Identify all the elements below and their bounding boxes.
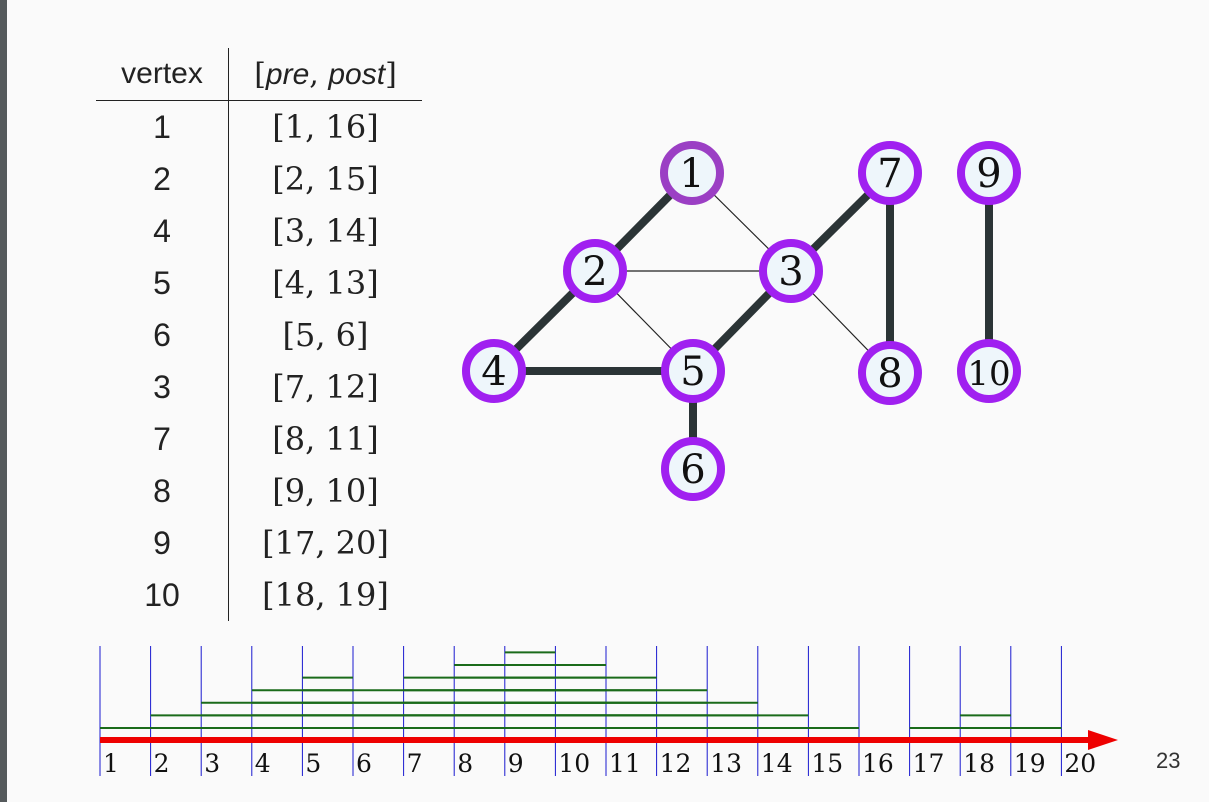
node-circle [462, 339, 526, 403]
node-3: 3 [759, 239, 823, 303]
node-circle [661, 339, 725, 403]
node-circle [660, 141, 724, 205]
interval-column-header: [pre, post] [254, 56, 397, 92]
arrow-head-icon [1088, 730, 1118, 750]
table-row: 9 [17, 20] [96, 517, 422, 569]
interval-cell: [17, 20] [262, 524, 389, 562]
vertex-cell: 5 [96, 257, 229, 309]
interval-cell: [7, 12] [272, 368, 379, 406]
node-1: 1 [660, 141, 724, 205]
tick-label: 5 [305, 749, 321, 778]
table-row: 5 [4, 13] [96, 257, 422, 309]
table-row: 3 [7, 12] [96, 361, 422, 413]
pre-post-table: vertex [pre, post] 1 [1, 16] 2 [2, 15] 4 [3, … [96, 48, 422, 621]
table-row: 1 [1, 16] [96, 100, 422, 153]
tick-label: 11 [609, 749, 641, 778]
tick-label: 12 [660, 749, 692, 778]
node-label: 6 [680, 447, 705, 493]
interval-cell: [4, 13] [272, 264, 379, 302]
table-header-row: vertex [pre, post] [96, 48, 422, 101]
interval-cell: [18, 19] [262, 576, 389, 614]
vertex-cell: 7 [96, 413, 229, 465]
tick-label: 9 [508, 749, 524, 778]
vertex-cell: 3 [96, 361, 229, 413]
node-circle [957, 339, 1021, 403]
vertex-cell: 8 [96, 465, 229, 517]
vertex-cell: 10 [96, 569, 229, 621]
interval-cell: [2, 15] [272, 160, 379, 198]
node-label: 8 [877, 351, 902, 397]
node-circle [858, 141, 922, 205]
table-row: 10 [18, 19] [96, 569, 422, 621]
node-5: 5 [661, 339, 725, 403]
page-number: 23 [1156, 748, 1181, 773]
node-circle [563, 239, 627, 303]
node-label: 3 [778, 249, 803, 295]
vertex-cell: 6 [96, 309, 229, 361]
vertex-column-header: vertex [96, 48, 229, 101]
interval-cell: [8, 11] [272, 420, 379, 458]
node-circle [759, 239, 823, 303]
tick-label: 20 [1064, 749, 1096, 778]
node-4: 4 [462, 339, 526, 403]
tick-label: 10 [558, 749, 590, 778]
tick-label: 1 [103, 749, 119, 778]
tick-label: 13 [710, 749, 742, 778]
table-row: 2 [2, 15] [96, 153, 422, 205]
node-9: 9 [957, 141, 1021, 205]
node-label: 7 [877, 151, 902, 197]
tick-label: 3 [204, 749, 220, 778]
node-label: 4 [481, 349, 506, 395]
tick-label: 19 [1014, 749, 1046, 778]
tick-label: 2 [154, 749, 170, 778]
node-2: 2 [563, 239, 627, 303]
node-circle [858, 341, 922, 405]
slide-left-bar [0, 0, 7, 802]
node-6: 6 [661, 437, 725, 501]
node-label: 1 [679, 151, 704, 197]
tick-label: 18 [963, 749, 995, 778]
node-label: 9 [976, 151, 1001, 197]
vertex-cell: 1 [96, 100, 229, 153]
vertex-cell: 2 [96, 153, 229, 205]
table-row: 7 [8, 11] [96, 413, 422, 465]
interval-cell: [9, 10] [272, 472, 379, 510]
table-row: 6 [5, 6] [96, 309, 422, 361]
tick-label: 4 [255, 749, 271, 778]
node-label: 5 [680, 349, 705, 395]
tick-label: 15 [811, 749, 843, 778]
table-row: 4 [3, 14] [96, 205, 422, 257]
tick-label: 16 [862, 749, 894, 778]
node-8: 8 [858, 341, 922, 405]
vertex-cell: 9 [96, 517, 229, 569]
table-row: 8 [9, 10] [96, 465, 422, 517]
node-circle [661, 437, 725, 501]
tick-label: 6 [356, 749, 372, 778]
interval-cell: [5, 6] [282, 316, 369, 354]
interval-cell: [1, 16] [272, 108, 379, 146]
tick-label: 8 [457, 749, 473, 778]
node-label: 2 [582, 249, 607, 295]
node-circle [957, 141, 1021, 205]
node-7: 7 [858, 141, 922, 205]
interval-cell: [3, 14] [272, 212, 379, 250]
tick-label: 17 [913, 749, 945, 778]
tick-label: 7 [407, 749, 423, 778]
tick-label: 14 [761, 749, 793, 778]
node-10: 10 [957, 339, 1021, 403]
node-label: 10 [967, 354, 1010, 394]
vertex-cell: 4 [96, 205, 229, 257]
